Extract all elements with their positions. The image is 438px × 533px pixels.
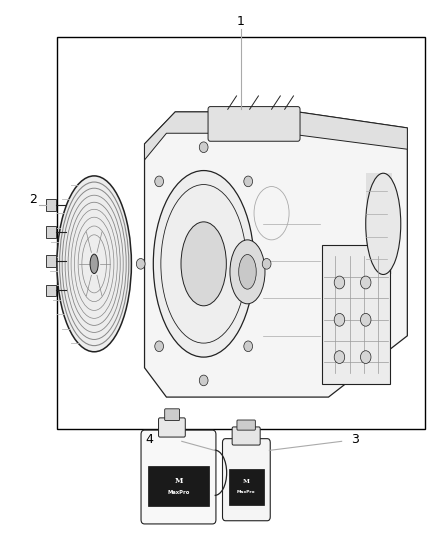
Circle shape: [334, 276, 345, 289]
FancyBboxPatch shape: [159, 418, 185, 437]
Circle shape: [199, 142, 208, 152]
Circle shape: [360, 351, 371, 364]
Text: 4: 4: [145, 433, 153, 446]
Text: M: M: [243, 479, 250, 484]
Circle shape: [199, 375, 208, 386]
Circle shape: [360, 313, 371, 326]
Circle shape: [360, 276, 371, 289]
FancyBboxPatch shape: [46, 199, 56, 211]
Ellipse shape: [153, 171, 254, 357]
Ellipse shape: [181, 222, 226, 306]
FancyBboxPatch shape: [165, 409, 180, 421]
Circle shape: [155, 341, 163, 352]
FancyBboxPatch shape: [148, 466, 209, 506]
FancyBboxPatch shape: [208, 107, 300, 141]
Circle shape: [244, 176, 253, 187]
Text: 1: 1: [237, 15, 245, 28]
FancyBboxPatch shape: [237, 420, 255, 430]
Circle shape: [155, 176, 163, 187]
FancyBboxPatch shape: [46, 285, 56, 296]
Polygon shape: [145, 112, 407, 160]
Text: MaxPro: MaxPro: [237, 490, 256, 494]
Polygon shape: [145, 112, 407, 397]
Circle shape: [334, 351, 345, 364]
FancyBboxPatch shape: [57, 37, 425, 429]
Ellipse shape: [57, 176, 131, 352]
Circle shape: [244, 341, 253, 352]
Ellipse shape: [366, 173, 401, 274]
FancyBboxPatch shape: [229, 469, 264, 505]
FancyBboxPatch shape: [322, 245, 390, 384]
FancyBboxPatch shape: [232, 427, 260, 445]
FancyBboxPatch shape: [366, 173, 392, 274]
FancyBboxPatch shape: [46, 226, 56, 238]
Text: 2: 2: [29, 193, 37, 206]
Text: 3: 3: [351, 433, 359, 446]
Text: M: M: [174, 477, 183, 486]
FancyBboxPatch shape: [141, 430, 216, 524]
Ellipse shape: [230, 240, 265, 304]
Circle shape: [262, 259, 271, 269]
Ellipse shape: [239, 255, 256, 289]
FancyBboxPatch shape: [223, 439, 270, 521]
Circle shape: [136, 259, 145, 269]
Circle shape: [334, 313, 345, 326]
Ellipse shape: [90, 254, 98, 273]
FancyBboxPatch shape: [46, 255, 56, 267]
Text: MaxPro: MaxPro: [167, 490, 190, 495]
